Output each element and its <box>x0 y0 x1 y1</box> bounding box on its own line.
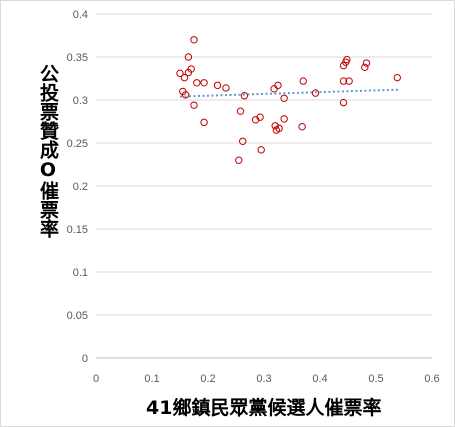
gridlines <box>96 13 432 359</box>
data-point <box>311 89 320 97</box>
x-axis-label: 41鄉鎮民眾黨候選人催票率 <box>146 397 382 419</box>
y-tick-label: 0.15 <box>67 224 88 236</box>
y-tick-label: 0.4 <box>73 9 88 21</box>
y-tick-label: 0.2 <box>73 181 88 193</box>
data-point <box>271 122 279 130</box>
data-point <box>280 115 288 123</box>
data-point <box>184 53 193 61</box>
data-point <box>275 124 283 133</box>
data-point <box>362 59 371 67</box>
data-point <box>393 73 401 82</box>
y-tick-label: 0 <box>82 353 88 365</box>
data-point <box>236 107 245 115</box>
data-point <box>274 81 282 90</box>
data-point <box>180 73 189 82</box>
x-tick-label: 0.1 <box>144 373 159 385</box>
trendline <box>179 88 399 98</box>
data-point <box>298 122 306 131</box>
data-point <box>299 77 307 85</box>
data-point <box>256 113 264 121</box>
y-tick-label: 0.3 <box>73 95 88 107</box>
x-tick-label: 0.5 <box>368 373 383 385</box>
data-point <box>270 85 278 93</box>
data-point <box>239 137 247 145</box>
data-point <box>181 91 190 99</box>
x-tick-label: 0.3 <box>256 373 271 385</box>
data-point <box>176 69 184 78</box>
data-point <box>235 156 243 164</box>
data-point <box>339 77 348 85</box>
y-tick-label: 0.25 <box>67 138 88 150</box>
data-point <box>361 63 369 72</box>
data-point <box>213 81 222 90</box>
data-point <box>200 79 208 87</box>
trendline-line <box>179 88 399 98</box>
data-point <box>193 79 201 87</box>
data-points <box>176 36 401 164</box>
data-point <box>343 55 351 64</box>
data-point <box>222 84 230 92</box>
data-point <box>200 118 208 127</box>
data-point <box>339 98 348 107</box>
x-tick-label: 0.6 <box>424 373 439 385</box>
x-tick-label: 0.4 <box>312 373 327 385</box>
y-tick-label: 0.35 <box>67 52 88 64</box>
data-point <box>257 146 265 154</box>
data-point <box>240 92 249 100</box>
x-tick-label: 0.2 <box>200 373 215 385</box>
y-tick-label: 0.05 <box>67 310 88 322</box>
data-point <box>190 101 198 109</box>
y-axis-label: 公投票贊成O催票率 <box>37 64 59 238</box>
tick-labels: 0 0.05 0.1 0.15 0.2 0.25 0.3 0.35 0.4 0 0.1 0.2 0.3 0… <box>67 9 440 385</box>
data-point <box>184 68 193 77</box>
data-point <box>190 36 198 44</box>
x-tick-label: 0 <box>93 373 99 385</box>
y-tick-label: 0.1 <box>73 267 88 279</box>
data-point <box>280 94 288 102</box>
data-point <box>345 77 353 85</box>
